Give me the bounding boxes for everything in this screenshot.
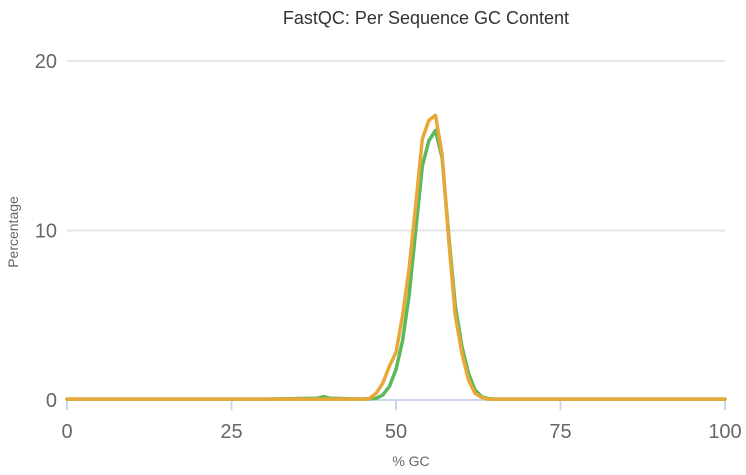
- x-tick-label: 0: [61, 421, 72, 443]
- x-tick-label: 50: [385, 421, 407, 443]
- y-tick-label: 10: [35, 221, 57, 243]
- series-line-2: [65, 113, 727, 401]
- x-tick-label: 100: [708, 421, 741, 443]
- x-tick-label: 75: [549, 421, 571, 443]
- y-tick-label: 0: [46, 390, 57, 412]
- gridlines: [67, 60, 725, 232]
- y-tick-label: 20: [35, 51, 57, 73]
- y-axis-title: Percentage: [5, 196, 21, 268]
- series-line-1: [65, 128, 727, 401]
- chart-title: FastQC: Per Sequence GC Content: [283, 8, 569, 28]
- series-lines: [65, 113, 727, 401]
- x-tick-label: 25: [220, 421, 242, 443]
- x-axis-tick-labels: 0 25 50 75 100: [61, 421, 741, 443]
- y-axis-tick-labels: 0 10 20: [35, 51, 57, 412]
- x-axis: [66, 399, 726, 410]
- x-axis-title: % GC: [392, 453, 429, 469]
